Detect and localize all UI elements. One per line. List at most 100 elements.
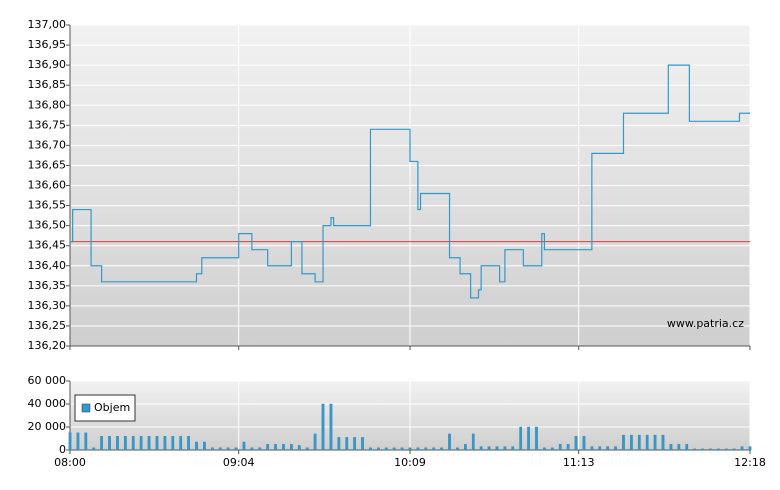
volume-bar — [313, 433, 317, 451]
volume-bar — [732, 448, 736, 451]
volume-bar — [210, 447, 214, 451]
y-tick-label: 136,30 — [28, 299, 67, 312]
volume-bar — [297, 445, 301, 451]
volume-bar — [266, 444, 270, 451]
volume-bar — [424, 447, 428, 451]
volume-bar — [147, 436, 151, 451]
volume-bar — [740, 446, 744, 451]
volume-bar — [527, 426, 530, 451]
volume-bar — [622, 434, 625, 451]
x-tick-label: 09:04 — [223, 456, 255, 469]
y-tick-label: 136,85 — [28, 78, 67, 91]
volume-bar — [511, 446, 515, 451]
volume-bar — [84, 432, 88, 451]
volume-bar — [440, 447, 443, 451]
volume-bar — [748, 446, 752, 451]
volume-bar — [479, 446, 483, 451]
volume-bar — [131, 436, 135, 451]
volume-bar — [92, 447, 96, 451]
volume-bar — [590, 446, 594, 451]
volume-bar — [218, 447, 222, 451]
y-tick-label: 136,40 — [28, 259, 67, 272]
volume-bar — [661, 434, 665, 451]
volume-bar — [709, 448, 712, 451]
volume-bar — [195, 441, 198, 451]
y-tick-label: 136,95 — [28, 38, 67, 51]
volume-bar — [321, 403, 325, 451]
x-tick-label: 12:18 — [734, 456, 766, 469]
volume-bar — [550, 447, 554, 451]
volume-bar — [290, 444, 293, 451]
volume-bar — [574, 436, 578, 451]
volume-bar — [566, 444, 570, 451]
volume-bar — [487, 446, 491, 451]
y-tick-label: 136,50 — [28, 219, 67, 232]
volume-bar — [456, 447, 459, 451]
y-tick-label: 136,80 — [28, 98, 67, 111]
volume-bar — [392, 447, 396, 451]
legend-label: Objem — [94, 401, 130, 414]
volume-bar — [226, 447, 230, 451]
y-tick-label: 136,60 — [28, 179, 67, 192]
volume-bar — [606, 446, 610, 451]
volume-bar — [329, 403, 333, 451]
y-tick-label: 136,90 — [28, 58, 67, 71]
y-tick-label: 136,20 — [28, 339, 67, 352]
volume-bar — [76, 432, 80, 451]
volume-bar — [503, 446, 507, 451]
volume-bar — [274, 444, 277, 451]
volume-bar — [242, 441, 246, 451]
volume-bar — [108, 436, 111, 451]
legend-swatch — [81, 403, 91, 413]
volume-bar — [234, 447, 238, 451]
volume-bar — [408, 447, 412, 451]
y-tick-label: 60 000 — [28, 374, 67, 387]
volume-bar — [717, 448, 720, 451]
volume-bar — [677, 444, 681, 451]
volume-bar — [432, 447, 436, 451]
volume-bar — [203, 441, 206, 451]
volume-bar — [377, 447, 380, 451]
volume-bar — [630, 434, 633, 451]
volume-bar — [258, 447, 262, 451]
volume-bar — [495, 446, 499, 451]
volume-bar — [187, 436, 190, 451]
x-tick-label: 08:00 — [54, 456, 86, 469]
volume-bar — [685, 444, 689, 451]
volume-bar — [361, 437, 364, 451]
y-tick-label: 136,75 — [28, 118, 67, 131]
volume-bar — [463, 444, 467, 451]
volume-bar — [68, 432, 72, 451]
price-line — [70, 64, 750, 299]
volume-bar — [171, 436, 175, 451]
volume-bar — [337, 437, 341, 451]
volume-bar — [305, 447, 309, 451]
volume-bar — [116, 436, 119, 451]
volume-bar — [139, 436, 143, 451]
volume-bar — [400, 447, 404, 451]
y-tick-label: 136,55 — [28, 199, 67, 212]
volume-bar — [724, 448, 728, 451]
volume-bar — [448, 433, 451, 451]
volume-bar — [369, 447, 372, 451]
volume-bar — [179, 436, 183, 451]
volume-bar — [645, 434, 649, 451]
volume-bar — [384, 447, 388, 451]
volume-bar — [250, 447, 254, 451]
y-tick-label: 40 000 — [28, 397, 67, 410]
volume-bar — [598, 446, 602, 451]
volume-bar — [669, 444, 673, 451]
y-tick-label: 136,65 — [28, 158, 67, 171]
x-tick-label: 11:13 — [563, 456, 595, 469]
y-tick-label: 136,45 — [28, 239, 67, 252]
volume-bar — [653, 434, 657, 451]
volume-bar — [345, 437, 349, 451]
volume-bar — [155, 436, 159, 451]
volume-bar — [558, 444, 562, 451]
volume-bar — [353, 437, 357, 451]
y-tick-label: 136,35 — [28, 279, 67, 292]
y-tick-label: 20 000 — [28, 420, 67, 433]
volume-bar — [519, 426, 523, 451]
y-tick-label: 0 — [59, 443, 66, 456]
